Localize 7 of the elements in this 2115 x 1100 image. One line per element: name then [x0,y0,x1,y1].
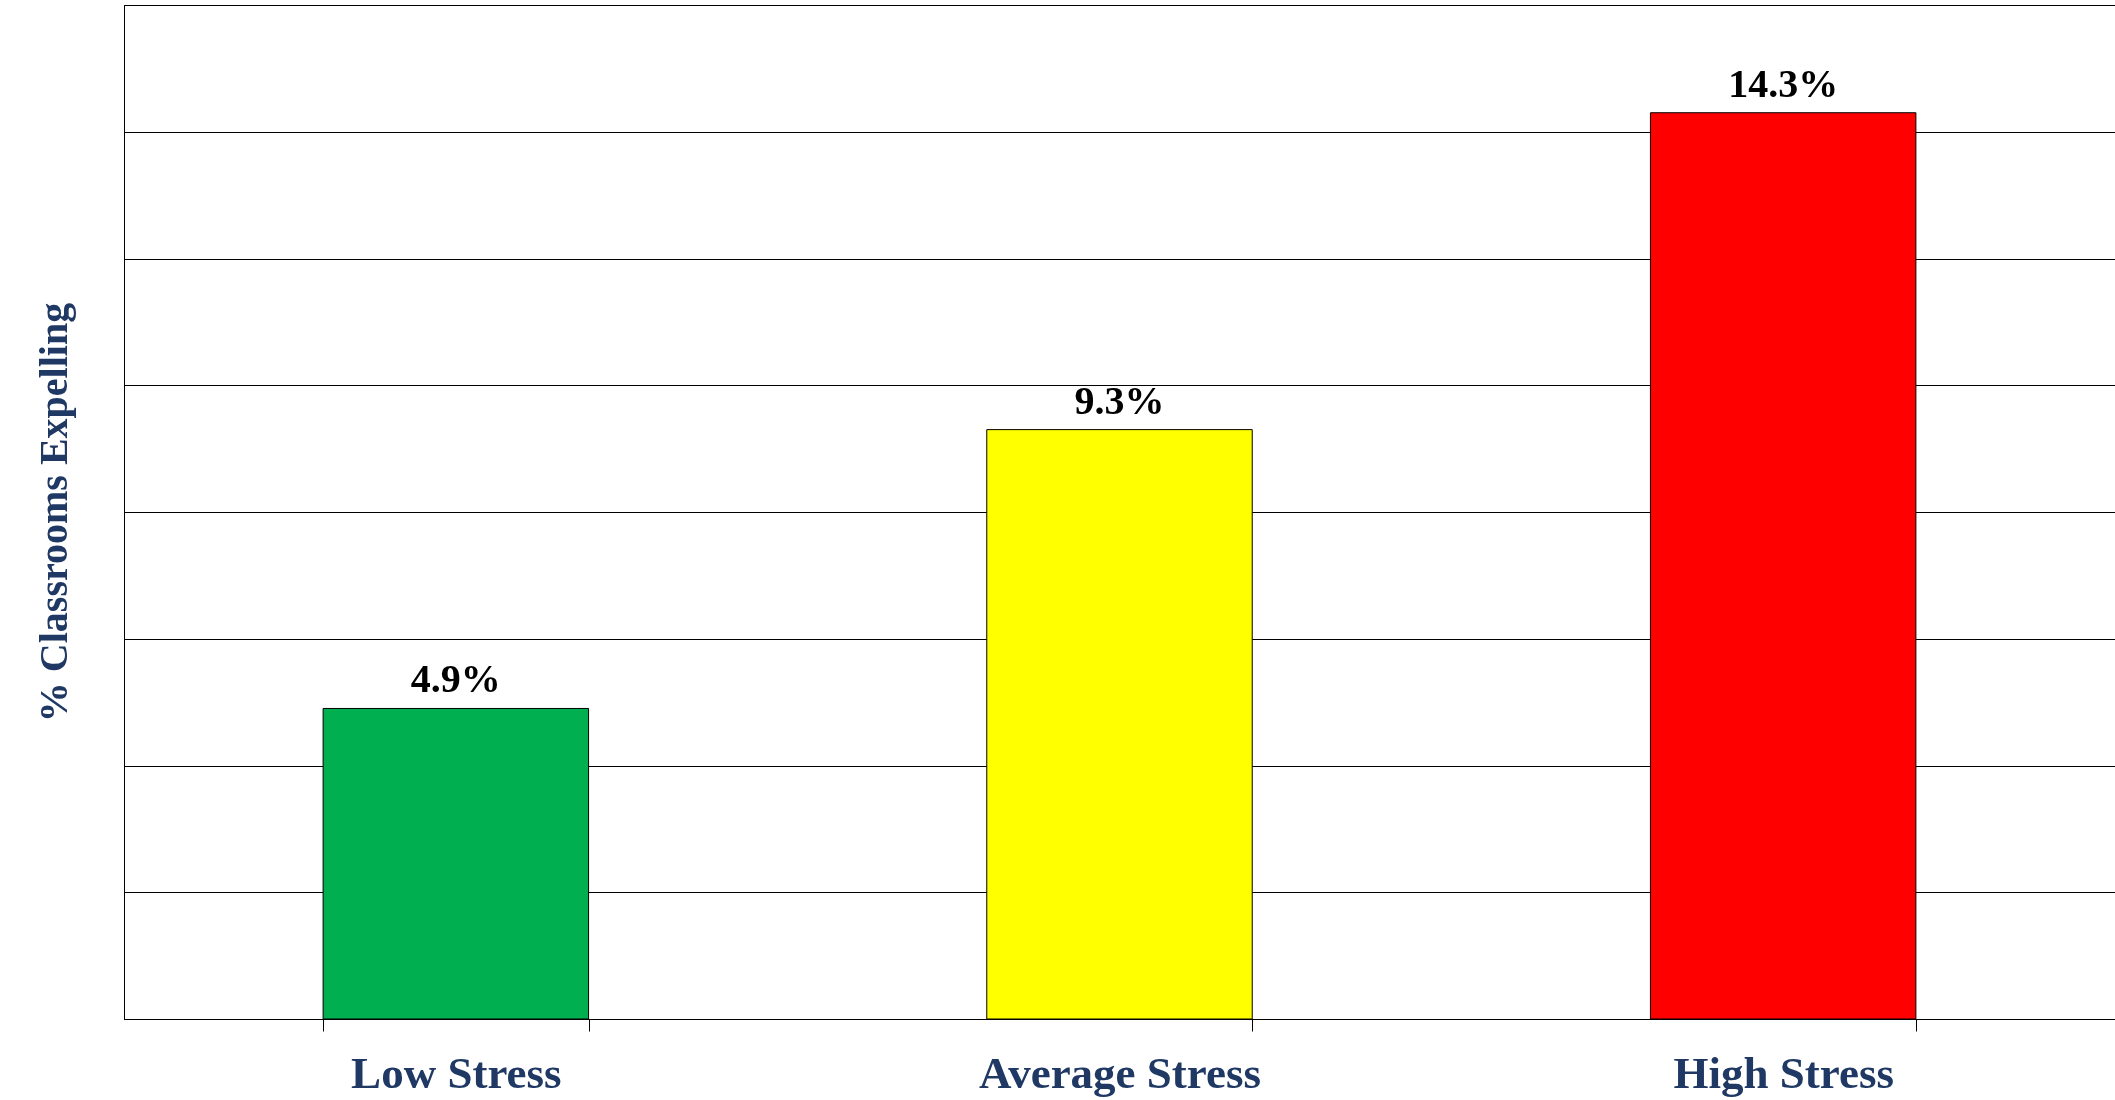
data-label: 14.3% [1728,60,1839,106]
data-label: 9.3% [1074,377,1165,423]
x-tick-label: Average Stress [979,1047,1261,1098]
x-tick-label: Low Stress [351,1047,562,1098]
x-tick-label: High Stress [1673,1047,1894,1098]
y-axis-title: % Classrooms Expelling [30,302,76,723]
data-label: 4.9% [410,656,501,702]
